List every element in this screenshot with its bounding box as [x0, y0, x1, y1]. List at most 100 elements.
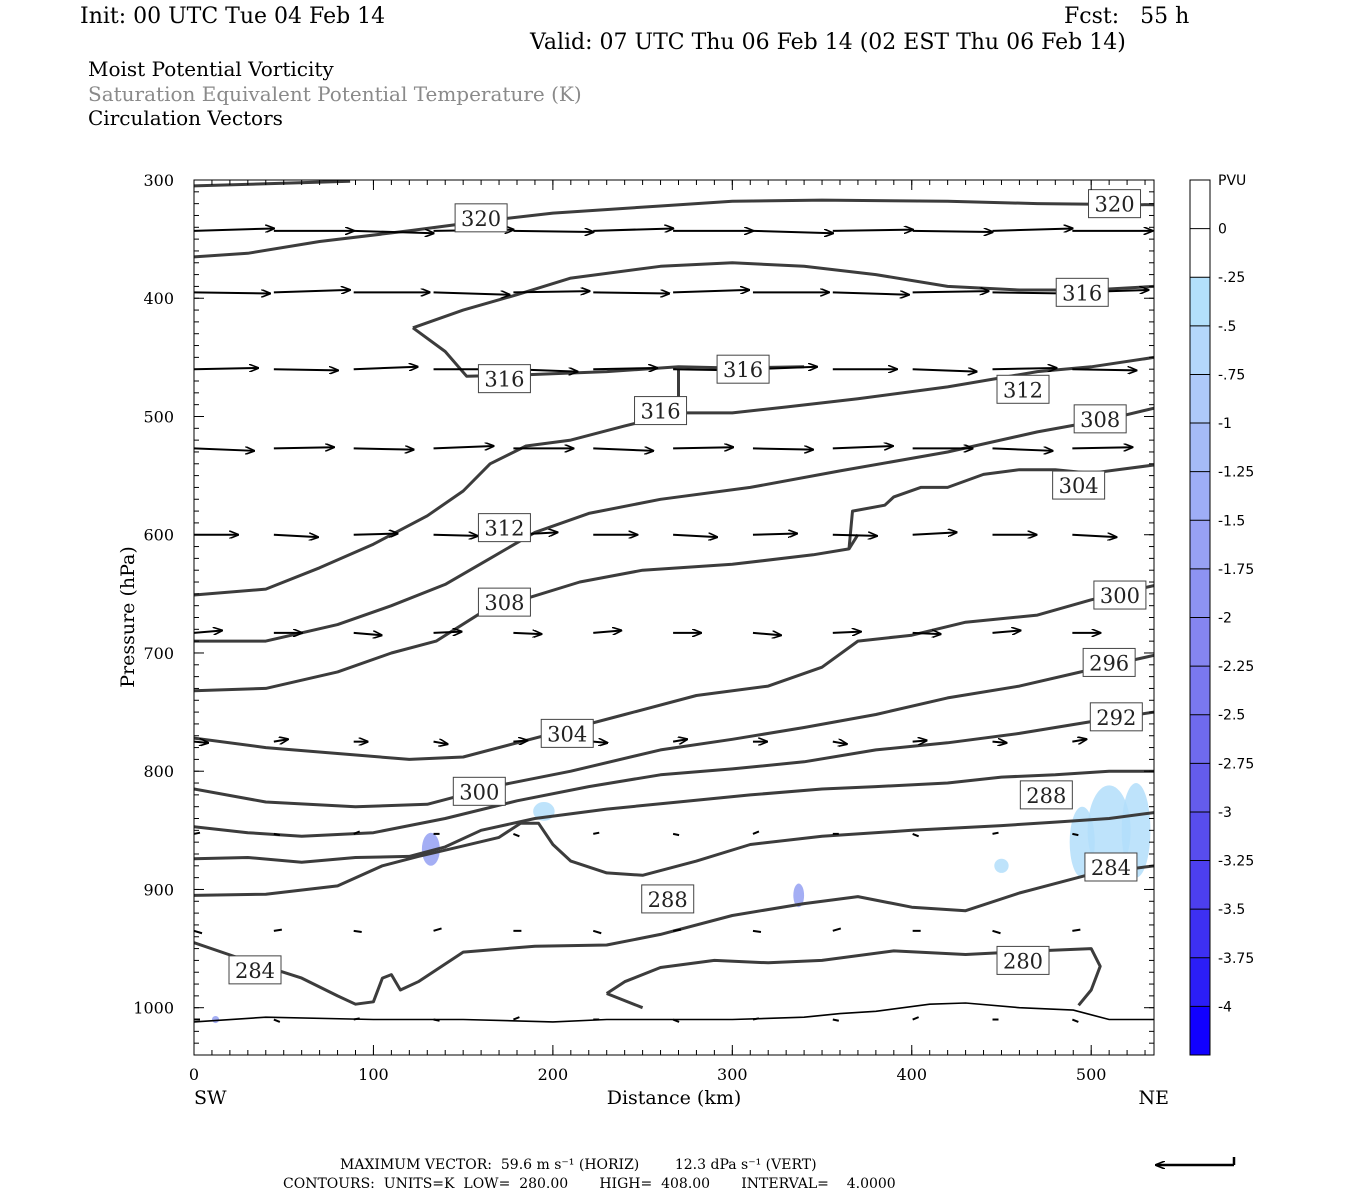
contour-label: 308	[1073, 404, 1127, 434]
x-tick-label: 0	[189, 1065, 199, 1084]
x-tick-label: 200	[538, 1065, 569, 1084]
init-time: Init: 00 UTC Tue 04 Feb 14	[80, 4, 386, 29]
circulation-vector	[433, 927, 442, 932]
colorbar-swatch	[1190, 617, 1210, 667]
circulation-vector	[832, 742, 847, 744]
circulation-vector	[433, 742, 448, 744]
svg-text:316: 316	[1062, 281, 1102, 305]
circulation-vector	[194, 630, 222, 632]
circulation-vector	[1071, 1018, 1079, 1023]
colorbar-label: -.75	[1218, 367, 1245, 383]
circulation-vector	[273, 1018, 281, 1023]
contour-labels: 320 320 316 316 316 316 312 308 304 312 308 300 296 2…	[228, 189, 1147, 985]
circulation-vector	[194, 448, 254, 450]
circulation-vector	[194, 368, 258, 369]
svg-text:304: 304	[547, 722, 587, 746]
colorbar-swatch	[1190, 520, 1210, 569]
circulation-vector	[433, 535, 478, 536]
svg-text:304: 304	[1059, 474, 1099, 498]
circulation-vector	[1072, 369, 1136, 370]
y-tick-label: 500	[143, 407, 174, 426]
circulation-vector	[513, 832, 520, 838]
circulation-vector	[992, 929, 1001, 935]
circulation-vector	[593, 742, 607, 743]
title-mpv: Moist Potential Vorticity	[88, 57, 334, 81]
circulation-vector	[992, 228, 1073, 230]
circulation-vector	[832, 292, 909, 294]
colorbar-label: -1.25	[1218, 465, 1254, 481]
svg-text:316: 316	[723, 358, 763, 382]
title-vectors: Circulation Vectors	[88, 106, 283, 130]
contour-line-288	[194, 769, 1154, 864]
colorbar-swatch	[1190, 763, 1210, 812]
y-tick-label: 700	[143, 644, 174, 663]
contour-label: 312	[996, 374, 1050, 404]
circulation-vector	[513, 291, 589, 292]
colorbar-label: -2.75	[1218, 756, 1254, 772]
svg-text:320: 320	[461, 207, 501, 231]
colorbar-label: -2.25	[1218, 659, 1254, 675]
ne-label: NE	[1139, 1087, 1170, 1109]
circulation-vector	[273, 290, 350, 292]
circulation-vector	[273, 535, 318, 537]
colorbar-label: -2	[1218, 611, 1232, 627]
contour-line-320	[194, 180, 351, 188]
contour-label: 288	[1019, 780, 1073, 810]
colorbar-label: -3	[1218, 805, 1232, 821]
circulation-vector	[672, 832, 680, 837]
colorbar-swatch	[1190, 325, 1210, 375]
y-tick-label: 300	[143, 171, 174, 190]
circulation-vector	[672, 1018, 680, 1023]
circulation-vector	[992, 368, 1057, 369]
title-theta-es: Saturation Equivalent Potential Temperat…	[88, 82, 582, 106]
colorbar-label: -1.5	[1218, 513, 1245, 529]
contour-label: 288	[641, 884, 695, 914]
circulation-vector	[433, 446, 494, 448]
terrain-surface	[194, 1002, 1154, 1023]
svg-text:300: 300	[1100, 584, 1140, 608]
circulation-vector	[832, 927, 842, 932]
circulation-vector	[513, 740, 527, 741]
circulation-vector	[992, 831, 999, 835]
contour-info-note: CONTOURS: UNITS=K LOW= 280.00 HIGH= 408.…	[283, 1176, 896, 1192]
circulation-vector	[353, 231, 434, 233]
circulation-vector	[513, 1016, 520, 1021]
svg-text:288: 288	[1026, 784, 1066, 808]
circulation-vector	[912, 1016, 920, 1021]
circulation-vector	[433, 292, 510, 294]
svg-text:320: 320	[1094, 193, 1134, 217]
contour-label: 316	[634, 396, 688, 426]
x-tick-label: 100	[358, 1065, 389, 1084]
contour-label: 316	[716, 354, 770, 384]
colorbar-swatch	[1190, 666, 1210, 715]
contour-line-308	[194, 406, 1154, 643]
contour-line-280	[605, 947, 1102, 1007]
svg-text:316: 316	[640, 400, 680, 424]
colorbar-label: -2.5	[1218, 708, 1245, 724]
mpv-area	[994, 858, 1009, 873]
circulation-vector	[194, 228, 274, 230]
svg-text:312: 312	[1003, 378, 1043, 402]
circulation-vector	[752, 633, 781, 635]
contour-label: 280	[996, 945, 1050, 975]
colorbar-label: -3.5	[1218, 902, 1245, 918]
contour-line-304	[194, 463, 1154, 693]
colorbar-swatch	[1190, 228, 1210, 278]
colorbar-swatch	[1190, 471, 1210, 521]
circulation-vector	[992, 630, 1021, 632]
circulation-vector	[832, 230, 913, 231]
circulation-vector	[673, 447, 733, 448]
circulation-vector	[593, 368, 657, 369]
circulation-vector	[593, 630, 621, 632]
circulation-vector	[832, 446, 893, 448]
circulation-vector	[673, 535, 717, 537]
circulation-vectors	[194, 228, 1152, 1023]
contour-label: 304	[1052, 470, 1106, 500]
contour-line-288	[194, 811, 1154, 897]
contour-label: 296	[1082, 647, 1136, 677]
circulation-vector	[353, 367, 418, 369]
y-tick-label: 900	[143, 880, 174, 899]
contour-line-284	[194, 864, 1154, 1006]
circulation-vector	[912, 740, 927, 741]
